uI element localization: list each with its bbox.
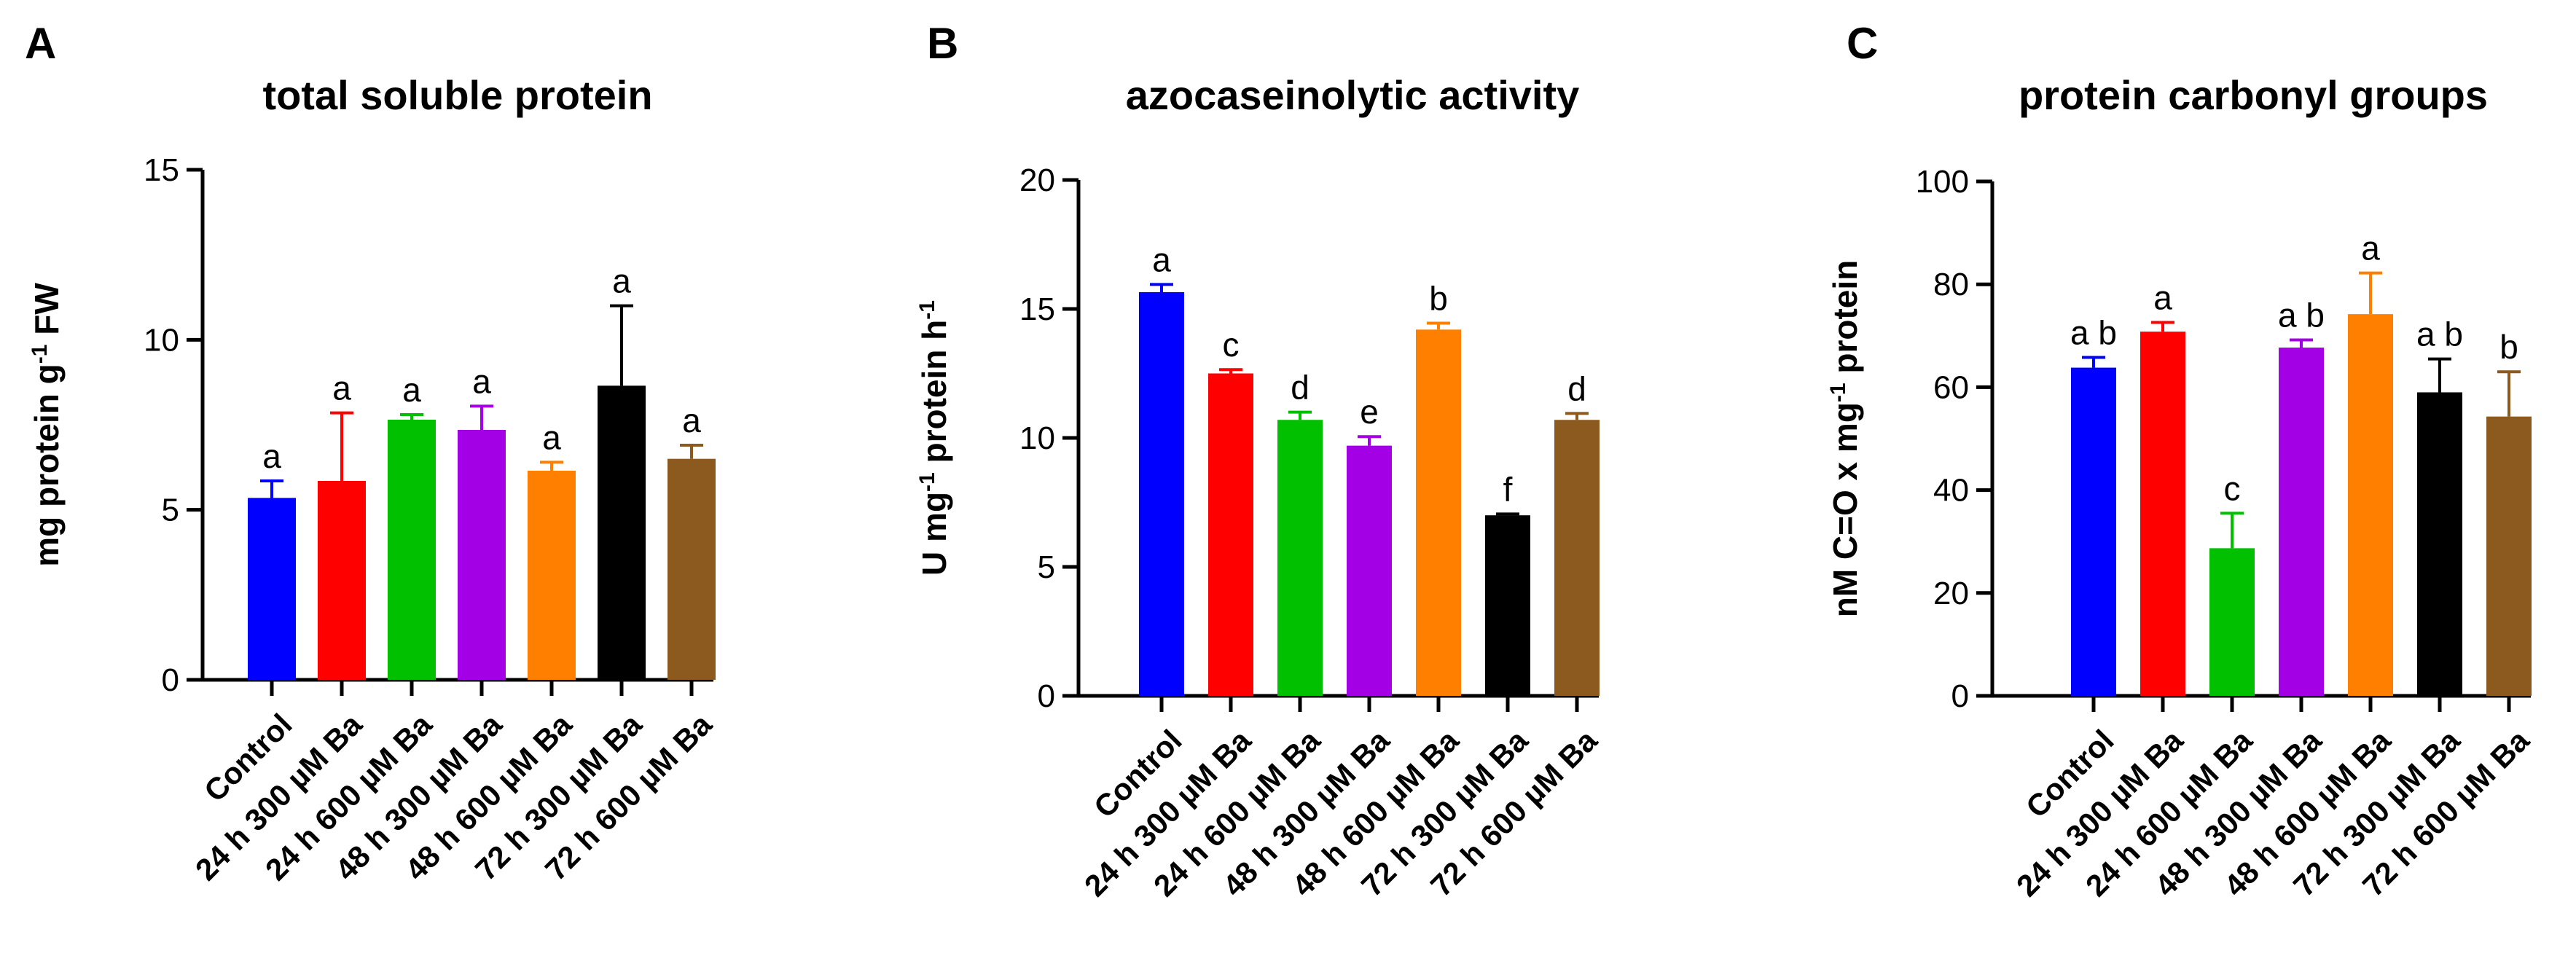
bar-2 xyxy=(2140,332,2185,696)
bar-6 xyxy=(1485,515,1530,696)
significance-label: b xyxy=(2499,328,2518,366)
bar-6 xyxy=(598,385,646,680)
bar-5 xyxy=(2348,314,2393,696)
significance-label: a xyxy=(2361,230,2380,267)
bar-3 xyxy=(1277,420,1323,696)
bar-7 xyxy=(668,458,716,680)
y-axis-label: U mg-1 protein h-1 xyxy=(915,300,954,576)
y-tick-label: 10 xyxy=(1019,420,1055,456)
significance-label: f xyxy=(1503,470,1513,508)
significance-label: e xyxy=(1360,393,1379,431)
y-tick-label: 0 xyxy=(1038,678,1055,714)
bar-7 xyxy=(2486,416,2532,696)
bar-2 xyxy=(318,481,366,680)
significance-label: a xyxy=(682,401,701,439)
significance-label: a b xyxy=(2416,316,2463,353)
significance-label: c xyxy=(1223,326,1240,364)
panel-letter: A xyxy=(25,19,56,68)
bar-5 xyxy=(1416,329,1461,696)
y-tick-label: 10 xyxy=(144,322,179,358)
bar-4 xyxy=(458,430,506,680)
chart-title: azocaseinolytic activity xyxy=(1126,72,1580,118)
bar-6 xyxy=(2417,392,2462,696)
significance-label: a xyxy=(542,418,561,456)
significance-label: a xyxy=(472,362,491,400)
y-tick-label: 0 xyxy=(162,662,179,698)
significance-label: a xyxy=(2153,278,2172,316)
bar-3 xyxy=(388,420,436,680)
bar-2 xyxy=(1208,373,1253,696)
bar-1 xyxy=(2071,367,2116,696)
y-tick-label: 40 xyxy=(1933,473,1969,509)
y-tick-label: 5 xyxy=(1038,549,1055,585)
bar-1 xyxy=(1139,291,1184,696)
significance-label: d xyxy=(1291,369,1309,407)
panel-letter: B xyxy=(927,19,958,68)
chart-title: total soluble protein xyxy=(262,72,652,118)
significance-label: b xyxy=(1429,279,1448,317)
y-tick-label: 60 xyxy=(1933,369,1969,405)
y-tick-label: 0 xyxy=(1951,678,1969,714)
bar-7 xyxy=(1554,420,1600,696)
y-tick-label: 20 xyxy=(1019,162,1055,198)
significance-label: d xyxy=(1567,369,1586,407)
y-tick-label: 20 xyxy=(1933,576,1969,611)
significance-label: a xyxy=(1152,240,1171,278)
bar-3 xyxy=(2209,548,2255,696)
y-axis-label: mg protein g-1 FW xyxy=(28,283,66,567)
significance-label: a xyxy=(402,371,421,409)
significance-label: a xyxy=(332,369,351,407)
bar-4 xyxy=(2279,348,2324,696)
y-tick-label: 5 xyxy=(162,493,179,528)
significance-label: a b xyxy=(2278,296,2325,334)
y-tick-label: 80 xyxy=(1933,267,1969,302)
y-tick-label: 100 xyxy=(1916,164,1969,200)
bar-1 xyxy=(248,498,296,680)
significance-label: c xyxy=(2224,469,2241,507)
y-axis-label: nM C=O x mg-1 protein xyxy=(1826,260,1865,618)
chart-title: protein carbonyl groups xyxy=(2019,72,2488,118)
bar-4 xyxy=(1347,445,1392,696)
y-tick-label: 15 xyxy=(144,152,179,188)
y-tick-label: 15 xyxy=(1019,291,1055,327)
significance-label: a xyxy=(612,262,631,300)
panel-letter: C xyxy=(1847,19,1878,68)
significance-label: a xyxy=(262,437,281,475)
bar-5 xyxy=(528,471,576,680)
significance-label: a b xyxy=(2070,313,2117,351)
